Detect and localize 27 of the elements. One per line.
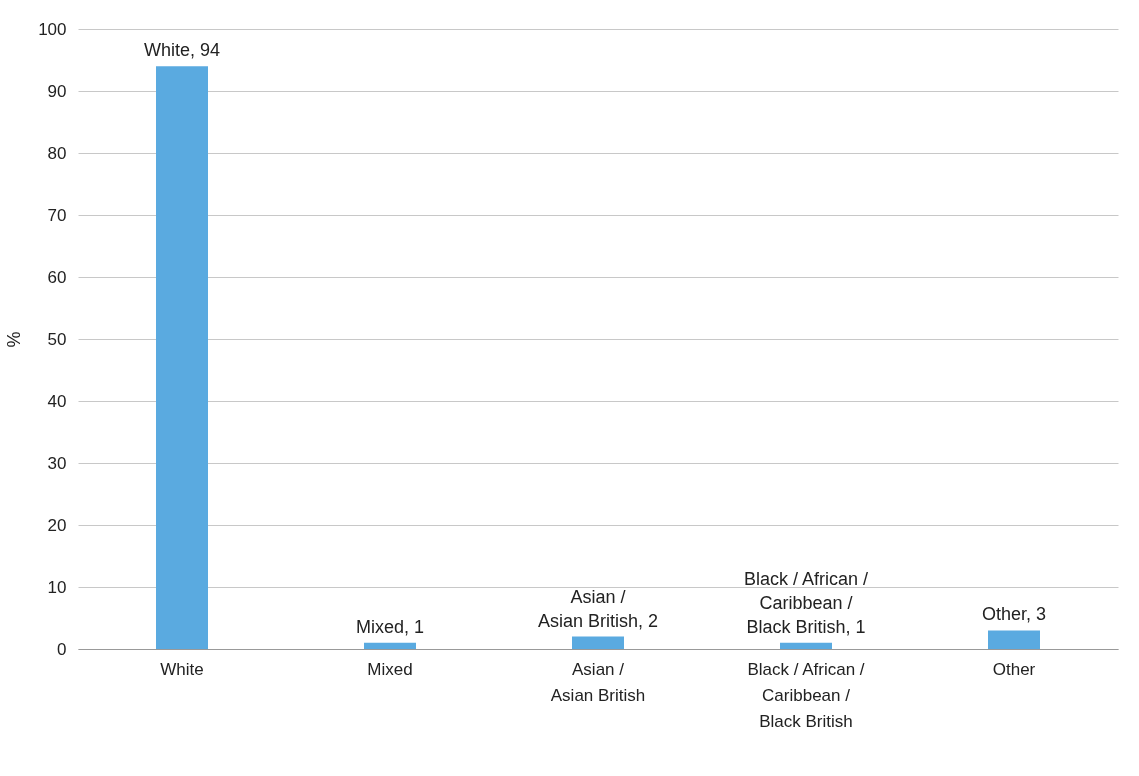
data-label: Mixed, 1 — [355, 616, 425, 637]
data-label: White, 94 — [143, 40, 221, 61]
y-tick-label: 100 — [38, 19, 67, 39]
x-tick-label: Black / African / Caribbean / Black British — [747, 659, 865, 731]
y-tick-label: 70 — [47, 205, 67, 225]
bar — [572, 636, 624, 649]
bar — [156, 66, 208, 649]
y-tick-label: 0 — [57, 639, 67, 659]
bar — [364, 642, 416, 649]
x-tick-label: Other — [992, 659, 1036, 679]
bar — [988, 630, 1040, 649]
x-tick-label: Asian / Asian British — [550, 659, 646, 705]
data-label: Black / African / Caribbean / Black British, 1 — [743, 568, 869, 637]
bar — [780, 642, 832, 649]
data-label: Asian / Asian British, 2 — [537, 586, 659, 631]
y-axis-title: % — [4, 331, 25, 348]
y-tick-label: 20 — [47, 515, 67, 535]
y-tick-label: 60 — [47, 267, 67, 287]
data-label: Other, 3 — [981, 604, 1047, 625]
y-tick-label: 80 — [47, 143, 67, 163]
y-tick-label: 90 — [47, 81, 67, 101]
y-tick-label: 10 — [47, 577, 67, 597]
x-tick-label: White — [160, 659, 204, 679]
y-tick-label: 30 — [47, 453, 67, 473]
y-tick-label: 50 — [47, 329, 67, 349]
x-tick-label: Mixed — [367, 659, 413, 679]
y-tick-label: 40 — [47, 391, 67, 411]
